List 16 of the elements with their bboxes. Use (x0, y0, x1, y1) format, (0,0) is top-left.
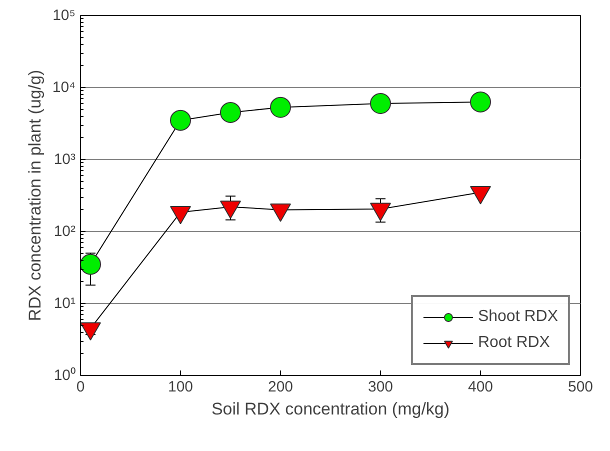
x-tick-label: 400 (468, 378, 494, 396)
x-tick-label: 200 (268, 378, 294, 396)
legend-label: Shoot RDX (478, 308, 558, 326)
x-tick-label: 0 (76, 378, 85, 396)
y-tick-label: 10¹ (54, 295, 76, 312)
x-axis-title: Soil RDX concentration (mg/kg) (211, 400, 450, 418)
x-tick-label: 300 (368, 378, 394, 396)
y-tick-label: 10⁴ (52, 79, 76, 96)
y-tick-label: 10⁵ (52, 7, 76, 24)
y-tick-label: 10⁰ (54, 367, 76, 384)
y-axis-title: RDX concentration in plant (ug/g) (25, 70, 44, 322)
y-tick-label: 10² (54, 223, 76, 240)
x-tick-label: 100 (168, 378, 194, 396)
y-tick-label: 10³ (54, 151, 76, 168)
legend-label: Root RDX (478, 334, 550, 352)
x-tick-label: 500 (568, 378, 594, 396)
